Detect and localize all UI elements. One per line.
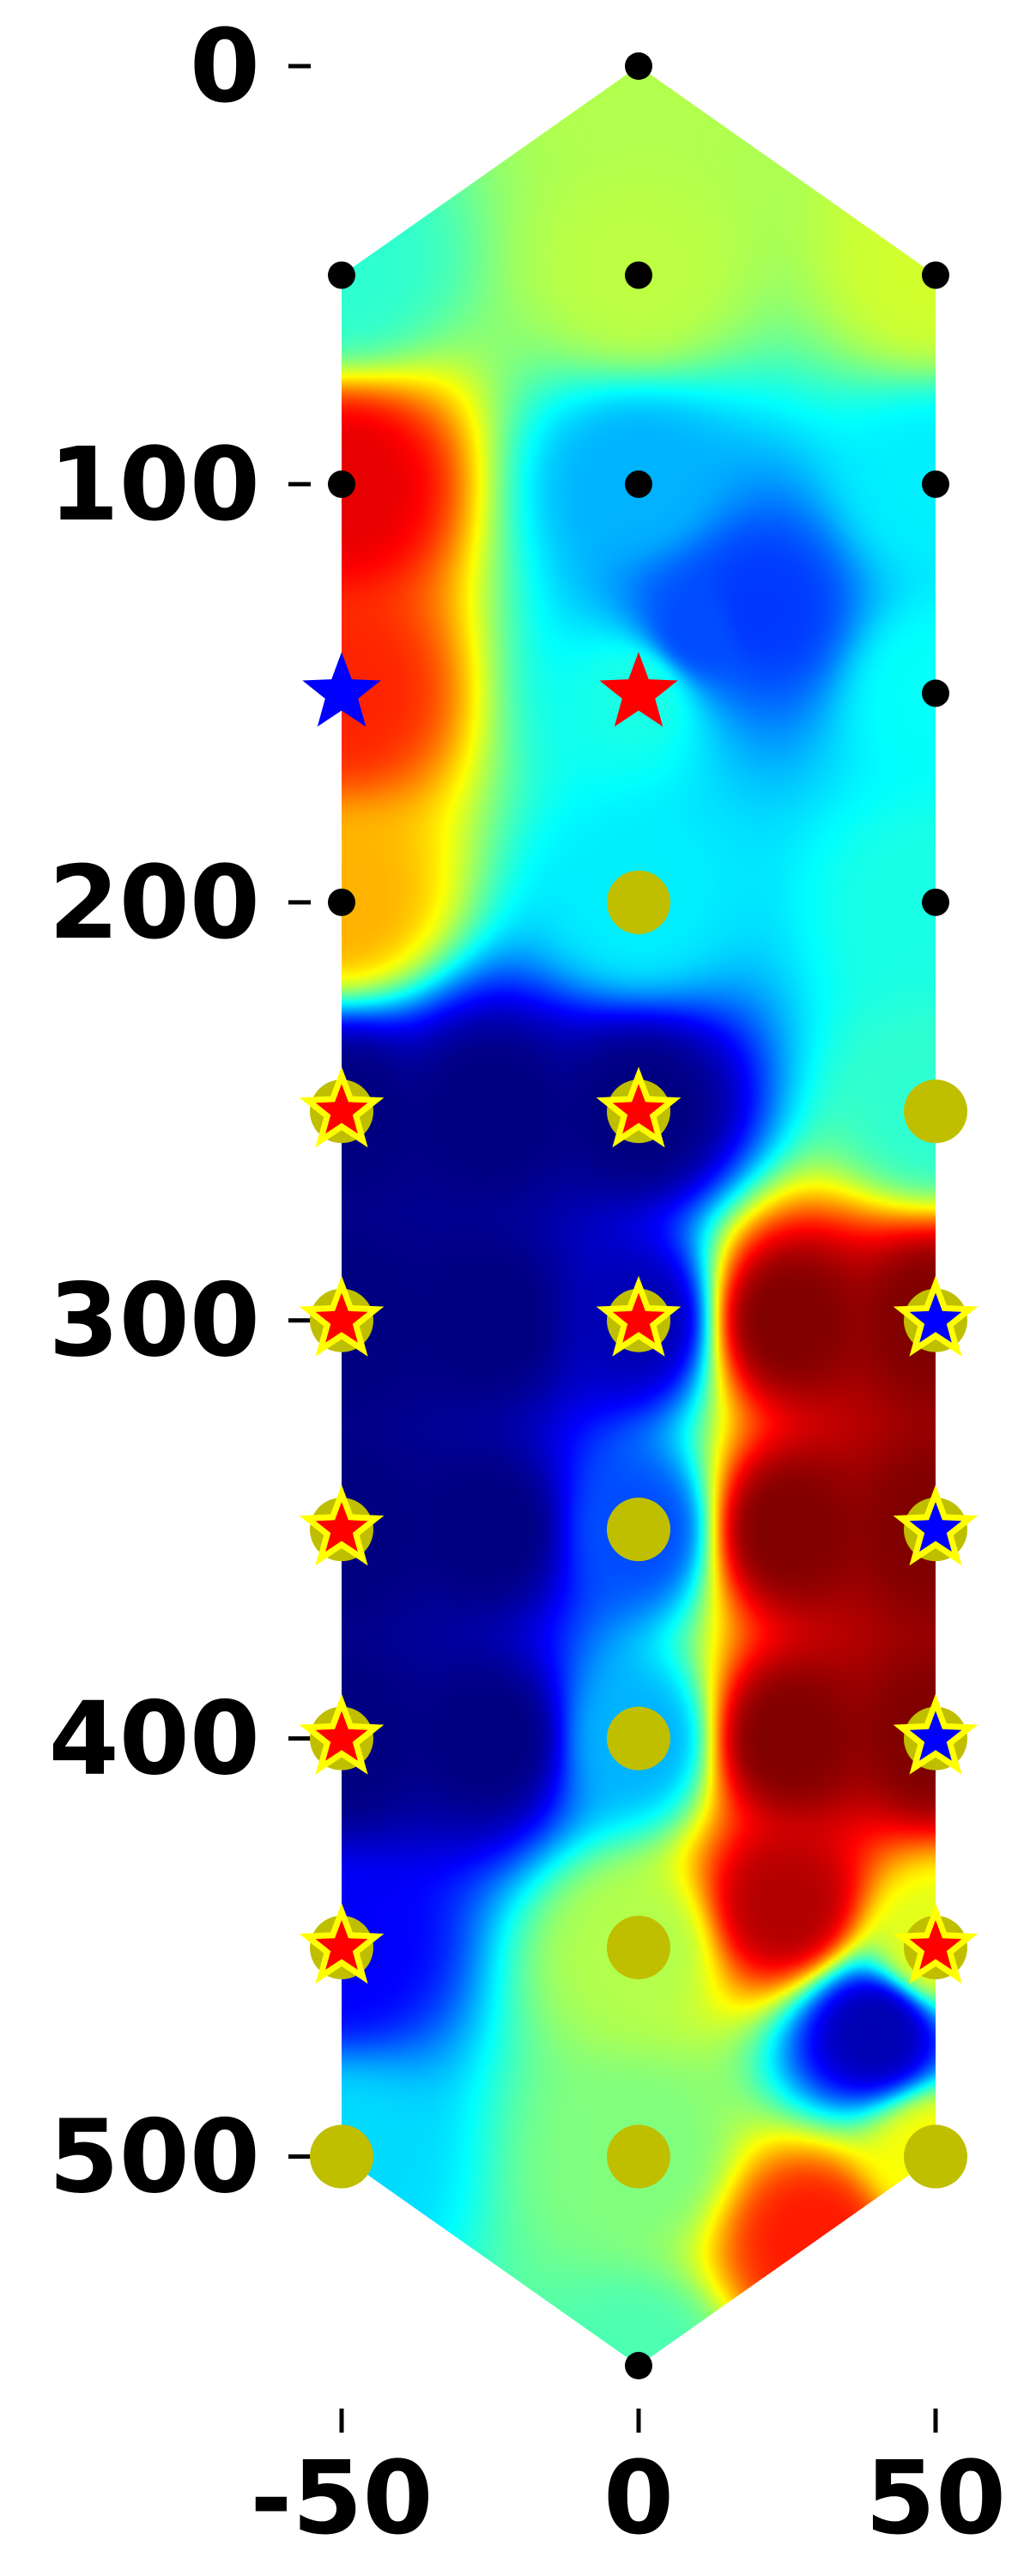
black-point [625,52,652,80]
x-tick-label: -50 [250,2439,433,2557]
red-star-marker [299,1903,385,1984]
black-point [328,888,355,916]
black-point [922,470,949,498]
red-star-marker [596,1066,682,1148]
olive-point [310,2124,373,2189]
black-point [922,679,949,708]
y-tick-label: 300 [49,1261,260,1380]
red-star-marker [299,1275,385,1357]
y-axis: 0 100 200 300 400 500 [49,7,311,2216]
black-point [922,261,949,289]
blue-star-marker [893,1693,978,1775]
heatmap-field [342,66,936,2366]
x-axis: -50 0 50 [250,2409,1006,2557]
y-tick: 400 [49,1680,311,1798]
black-point [625,470,652,498]
y-tick-label: 100 [49,425,260,544]
olive-point [607,1498,670,1562]
red-star-marker [299,1693,385,1775]
y-tick-label: 0 [190,7,260,125]
red-star-marker [893,1903,978,1984]
olive-point [607,1916,670,1980]
y-tick-label: 500 [49,2098,260,2216]
black-point [625,261,652,289]
black-point [328,261,355,289]
x-tick: 50 [865,2409,1006,2557]
olive-point [904,2124,967,2189]
red-star-marker [299,1066,385,1148]
heatmap-image [342,66,936,2366]
black-point [625,2352,652,2379]
y-tick-label: 200 [49,843,260,962]
y-tick: 200 [49,843,311,962]
olive-point [607,1706,670,1771]
blue-star-marker [302,652,381,727]
red-star-marker [596,1275,682,1357]
star-markers-series [299,652,978,1984]
y-tick: 500 [49,2098,311,2216]
x-tick-label: 0 [603,2439,674,2557]
black-point [328,470,355,498]
y-tick: 300 [49,1261,311,1380]
olive-point [607,870,670,934]
x-tick-label: 50 [865,2439,1006,2557]
blue-star-marker [893,1275,978,1357]
blue-star-marker [893,1485,978,1566]
y-tick: 100 [49,425,311,544]
olive-point [607,2124,670,2189]
red-star-marker [299,1485,385,1566]
black-points-series [328,52,949,2379]
red-star-marker [599,652,678,727]
x-tick: -50 [250,2409,433,2557]
black-point [922,888,949,916]
olive-point [904,1079,967,1144]
x-tick: 0 [603,2409,674,2557]
y-tick-label: 400 [49,1680,260,1798]
y-tick: 0 [190,7,311,125]
